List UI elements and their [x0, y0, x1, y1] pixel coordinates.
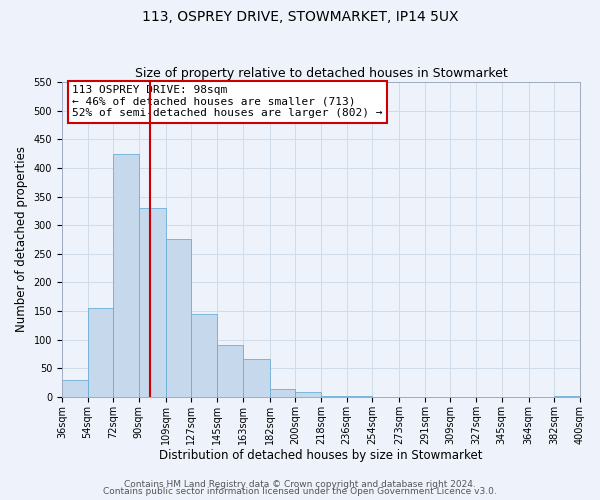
Bar: [270, 390, 295, 397]
Bar: [242, 358, 270, 397]
Bar: [217, 346, 242, 397]
Text: 113, OSPREY DRIVE, STOWMARKET, IP14 5UX: 113, OSPREY DRIVE, STOWMARKET, IP14 5UX: [142, 10, 458, 24]
Bar: [166, 240, 191, 397]
Bar: [295, 392, 321, 397]
Title: Size of property relative to detached houses in Stowmarket: Size of property relative to detached ho…: [134, 66, 508, 80]
Bar: [347, 396, 372, 397]
Bar: [191, 314, 217, 397]
Text: Contains HM Land Registry data © Crown copyright and database right 2024.: Contains HM Land Registry data © Crown c…: [124, 480, 476, 489]
Y-axis label: Number of detached properties: Number of detached properties: [15, 146, 28, 332]
Bar: [62, 380, 88, 397]
X-axis label: Distribution of detached houses by size in Stowmarket: Distribution of detached houses by size …: [159, 450, 483, 462]
Bar: [554, 396, 580, 397]
Bar: [113, 154, 139, 397]
Bar: [139, 208, 166, 397]
Bar: [88, 308, 113, 397]
Text: Contains public sector information licensed under the Open Government Licence v3: Contains public sector information licen…: [103, 487, 497, 496]
Bar: [321, 396, 347, 397]
Text: 113 OSPREY DRIVE: 98sqm
← 46% of detached houses are smaller (713)
52% of semi-d: 113 OSPREY DRIVE: 98sqm ← 46% of detache…: [72, 85, 383, 118]
